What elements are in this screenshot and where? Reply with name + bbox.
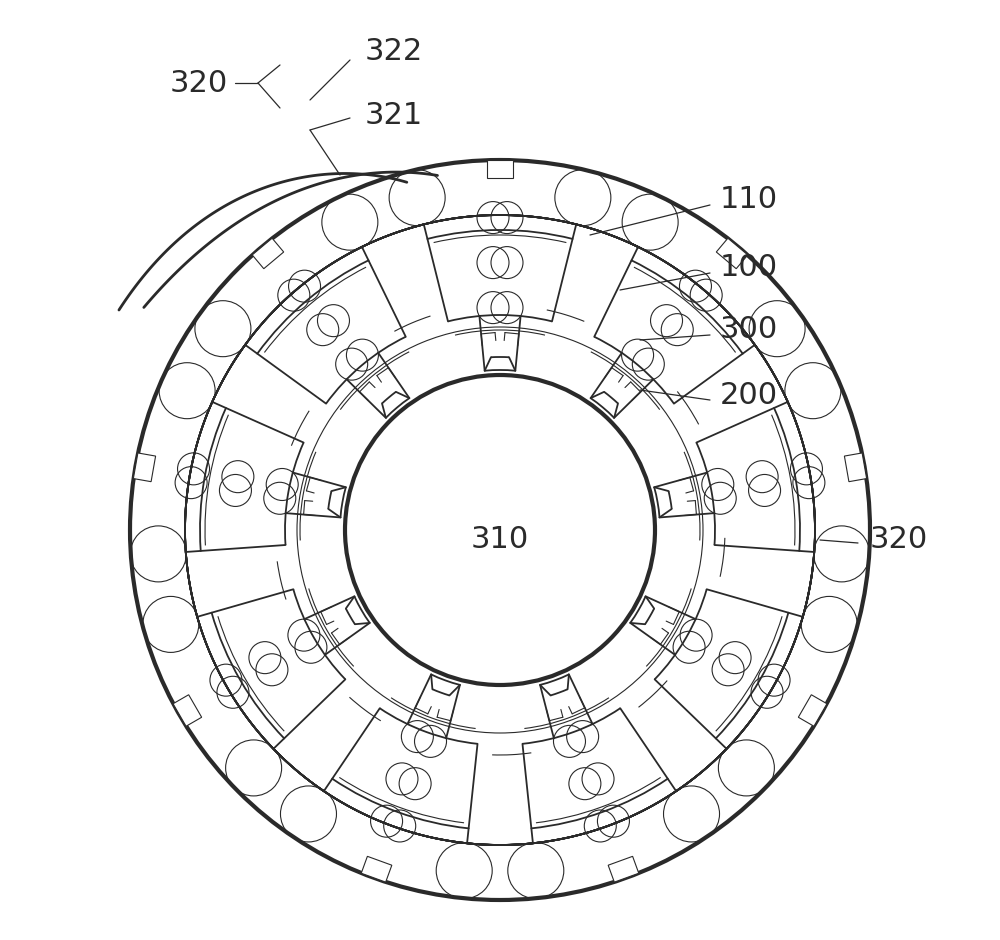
Text: 100: 100	[720, 254, 778, 283]
Polygon shape	[844, 453, 867, 481]
Polygon shape	[133, 453, 156, 481]
Text: 321: 321	[365, 101, 423, 130]
Polygon shape	[252, 238, 284, 269]
Polygon shape	[608, 856, 639, 882]
Text: 322: 322	[365, 38, 423, 67]
Polygon shape	[487, 160, 513, 178]
Polygon shape	[173, 695, 202, 727]
Text: 110: 110	[720, 185, 778, 214]
Text: 310: 310	[471, 525, 529, 555]
Text: 200: 200	[720, 381, 778, 410]
Polygon shape	[798, 695, 827, 727]
Polygon shape	[361, 856, 392, 882]
Polygon shape	[716, 238, 748, 269]
Text: 300: 300	[720, 316, 778, 344]
Text: 320: 320	[170, 69, 228, 98]
Text: 320: 320	[870, 525, 928, 555]
